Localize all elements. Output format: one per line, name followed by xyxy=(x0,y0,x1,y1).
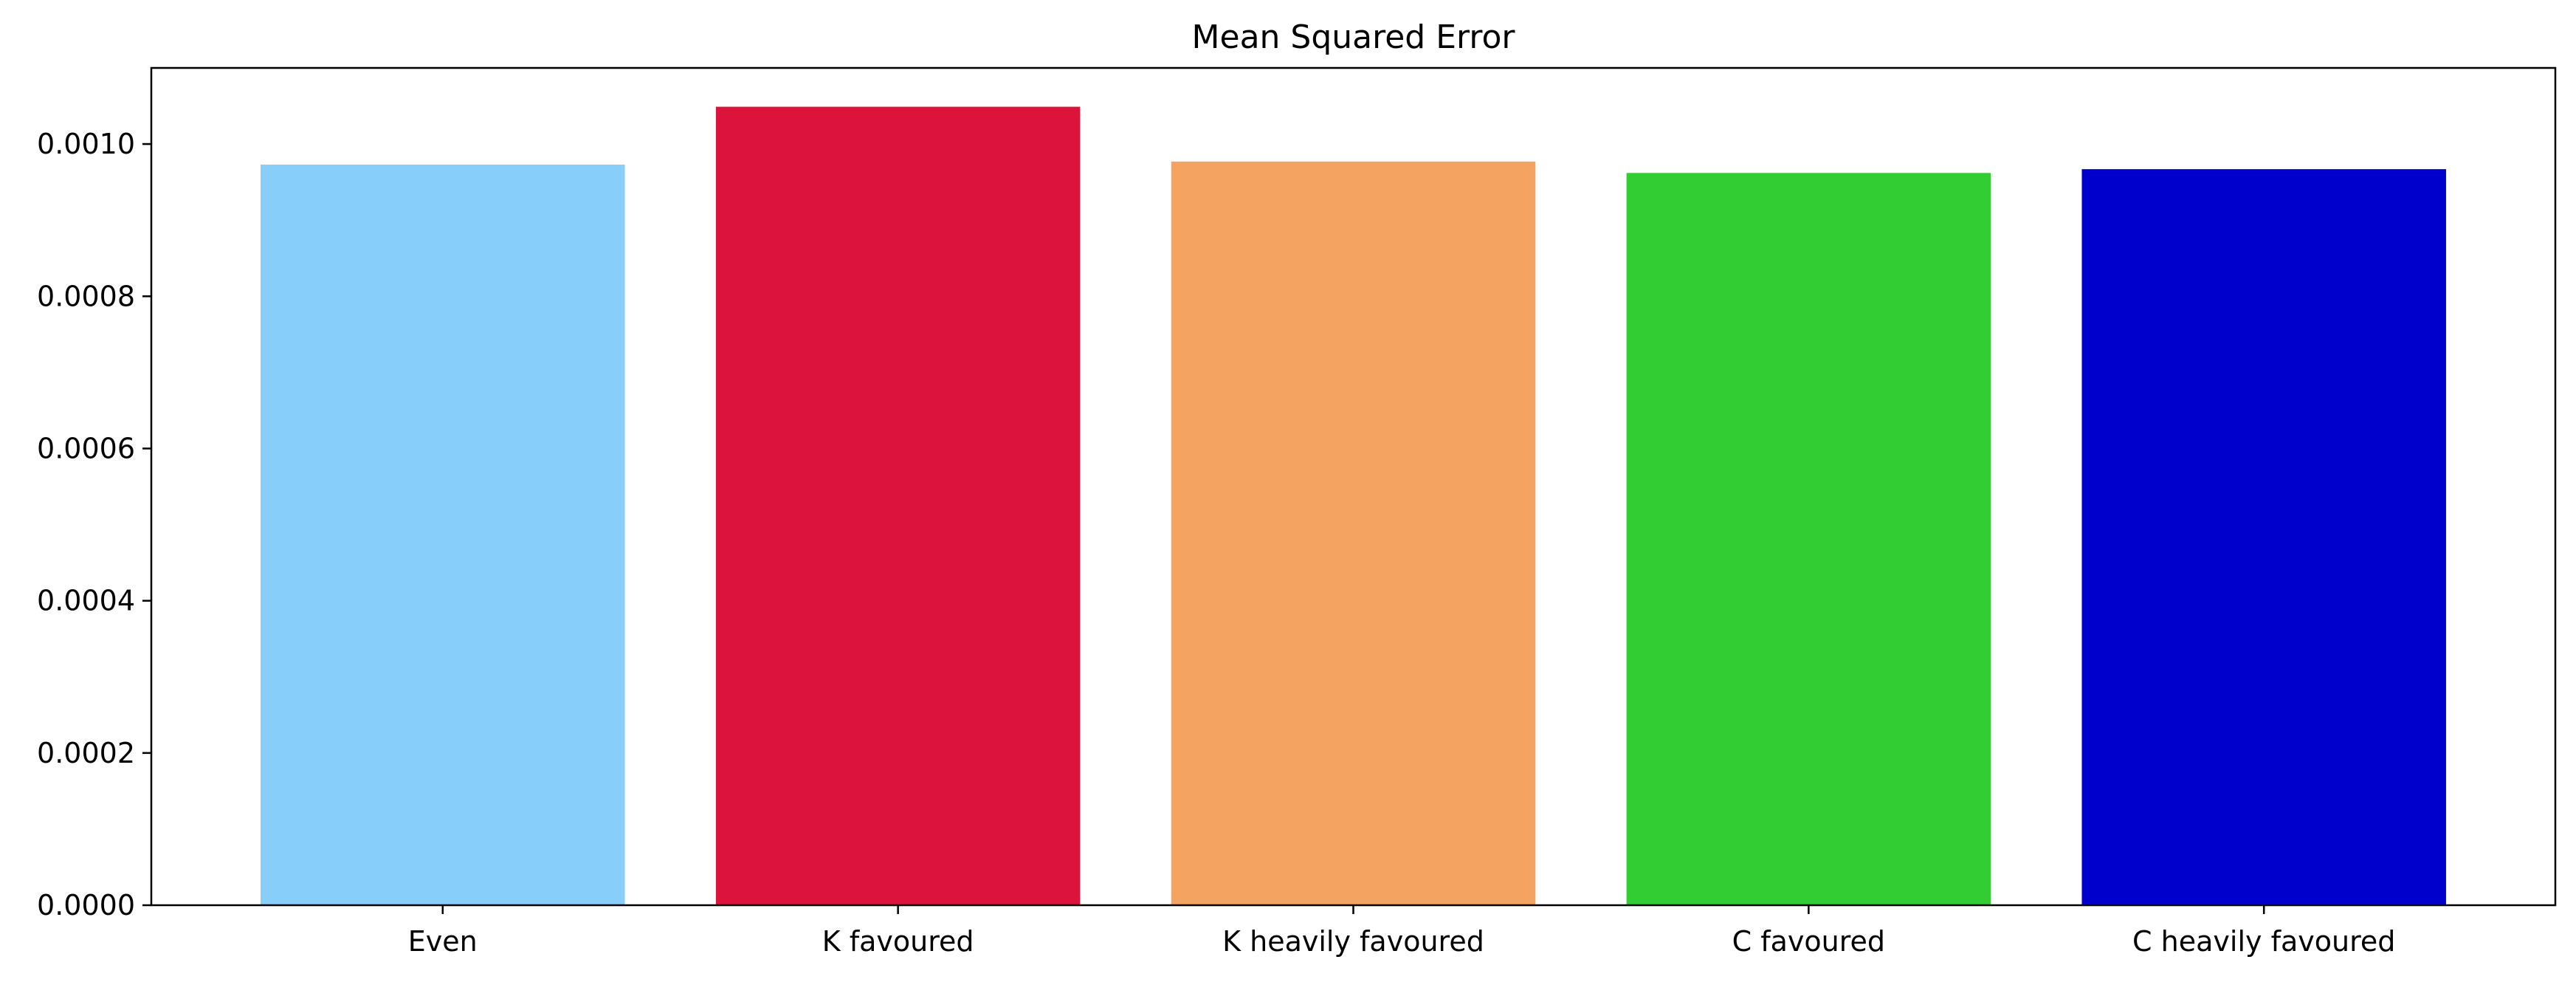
bar-k-heavily-favoured xyxy=(1171,161,1536,905)
chart-title: Mean Squared Error xyxy=(1192,18,1516,56)
y-tick-label: 0.0006 xyxy=(37,432,135,464)
y-tick-label: 0.0000 xyxy=(37,889,135,921)
y-tick-label: 0.0008 xyxy=(37,280,135,312)
x-tick-label: K heavily favoured xyxy=(1222,925,1484,958)
x-tick-label: K favoured xyxy=(822,925,974,958)
y-tick-label: 0.0002 xyxy=(37,737,135,769)
x-tick-label: C favoured xyxy=(1732,925,1885,958)
y-tick-label: 0.0010 xyxy=(37,128,135,160)
x-axis: Even K favoured K heavily favoured C favour… xyxy=(408,905,2395,958)
y-axis: 0.0000 0.0002 0.0004 0.0006 0.0008 0.0010 xyxy=(37,128,151,921)
y-tick-label: 0.0004 xyxy=(37,585,135,617)
bar-even xyxy=(261,164,625,905)
x-tick-label: Even xyxy=(408,925,478,958)
bar-c-heavily-favoured xyxy=(2081,169,2446,906)
bar-k-favoured xyxy=(715,106,1081,905)
bars-layer xyxy=(261,106,2446,906)
x-tick-label: C heavily favoured xyxy=(2132,925,2395,958)
bar-c-favoured xyxy=(1626,173,1991,906)
